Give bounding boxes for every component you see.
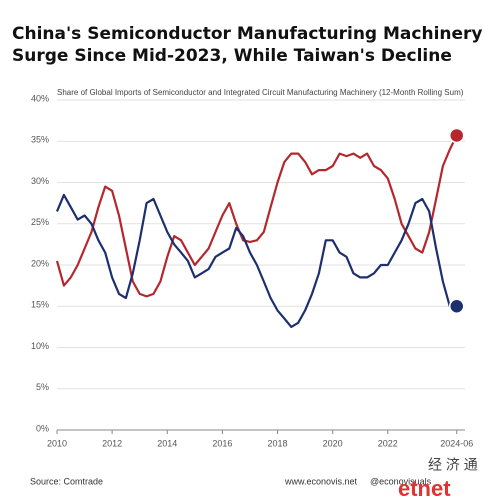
chart-title: Surge Since Mid-2023, While Taiwan's Dec… — [12, 46, 452, 66]
series-line — [55, 135, 458, 298]
y-tick-label: 10% — [31, 341, 49, 351]
x-tick-label: 2012 — [102, 438, 122, 448]
y-tick-label: 15% — [31, 300, 49, 310]
chart-title: China's Semiconductor Manufacturing Mach… — [12, 24, 485, 44]
y-tick-label: 35% — [31, 135, 49, 145]
watermark: etnet — [398, 476, 451, 501]
x-tick-label: 2024-06 — [440, 438, 473, 448]
x-tick-label: 2014 — [157, 438, 177, 448]
y-tick-label: 20% — [31, 258, 49, 268]
series-line — [55, 193, 457, 328]
website: www.econovis.net — [284, 476, 358, 486]
y-tick-label: 5% — [36, 382, 49, 392]
x-tick-label: 2022 — [378, 438, 398, 448]
y-tick-label: 40% — [31, 93, 49, 103]
end-marker — [448, 298, 465, 314]
x-tick-label: 2020 — [323, 438, 343, 448]
x-tick-label: 2010 — [47, 438, 67, 448]
source: Source: Comtrade — [30, 476, 103, 486]
x-tick-label: 2018 — [268, 438, 288, 448]
end-marker — [448, 127, 465, 144]
x-tick-label: 2016 — [212, 438, 232, 448]
handle: @econovisuals — [370, 476, 432, 486]
subtitle: Share of Global Imports of Semiconductor… — [57, 88, 464, 97]
y-tick-label: 25% — [31, 217, 49, 227]
watermark: 经 济 通 — [428, 457, 478, 473]
y-tick-label: 0% — [36, 423, 49, 433]
y-tick-label: 30% — [31, 176, 49, 186]
